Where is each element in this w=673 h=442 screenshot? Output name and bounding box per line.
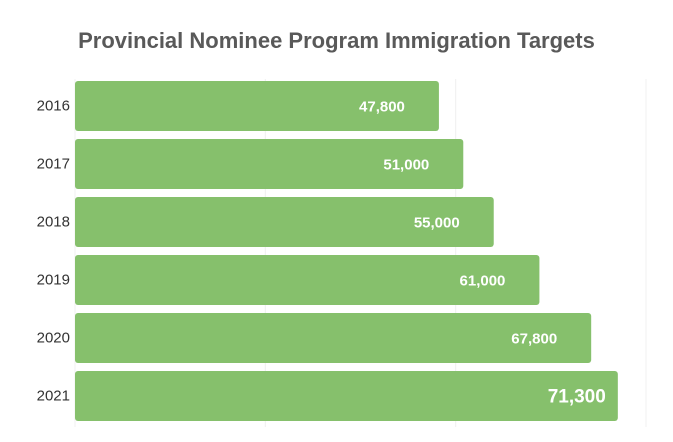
category-label: 2019: [37, 272, 70, 289]
bar-2019: [75, 255, 540, 305]
category-label: 2020: [37, 330, 70, 347]
category-label: 2017: [37, 156, 70, 173]
bar-2021: [75, 371, 618, 421]
bar-2018: [75, 197, 494, 247]
category-label: 2016: [37, 98, 70, 115]
bar-2017: [75, 139, 464, 189]
chart-title: Provincial Nominee Program Immigration T…: [78, 28, 595, 53]
bar-2016: [75, 81, 439, 131]
value-label: 67,800: [511, 331, 557, 348]
grid-lines: [74, 79, 647, 427]
value-label: 47,800: [359, 99, 405, 116]
value-label: 71,300: [548, 387, 606, 408]
bar-2020: [75, 313, 592, 363]
value-label: 51,000: [383, 157, 429, 174]
value-label: 55,000: [414, 215, 460, 232]
category-label: 2021: [37, 388, 70, 405]
category-label: 2018: [37, 214, 70, 231]
value-label: 61,000: [460, 273, 506, 290]
